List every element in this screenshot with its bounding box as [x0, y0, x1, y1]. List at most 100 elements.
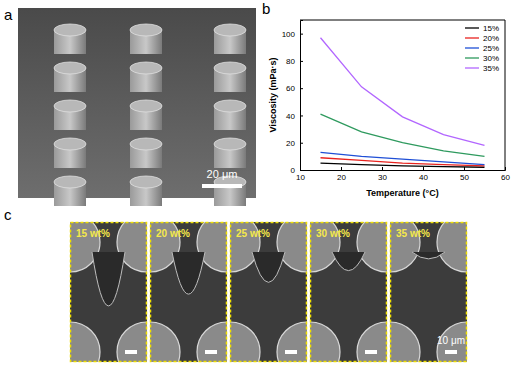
- x-axis: 10 20 30 40 50 60: [296, 167, 510, 182]
- pillar: [437, 222, 467, 272]
- legend-label: 35%: [483, 64, 499, 73]
- pillar-top: [214, 138, 246, 150]
- y-tick-label: 20: [286, 139, 295, 148]
- panel-label: c: [4, 206, 12, 223]
- frame-top: [300, 20, 505, 21]
- y-tick: 80: [286, 57, 303, 66]
- y-tick-label: 0: [291, 166, 296, 175]
- pillar-top: [130, 176, 162, 188]
- pillar-top: [130, 24, 162, 36]
- x-tick: 50: [460, 167, 469, 182]
- x-tick-label: 40: [419, 173, 428, 182]
- series-line: [321, 114, 485, 156]
- image-label: 25 wt%: [236, 228, 270, 239]
- y-tick: 0: [291, 166, 303, 175]
- x-tick-label: 30: [378, 173, 387, 182]
- figure: a 20 μm b 10 20 30 40 50 60 0 20 40 60 80 100 Temperatu…: [0, 0, 517, 367]
- scale-bar: [285, 350, 297, 354]
- pillar: [70, 322, 100, 362]
- pillar: [310, 322, 340, 362]
- y-tick: 60: [286, 84, 303, 93]
- y-tick: 20: [286, 139, 303, 148]
- sem-image-a: 20 μm: [18, 8, 256, 206]
- pillar-top: [130, 62, 162, 74]
- image-frame: [311, 223, 387, 362]
- panel-label: b: [262, 0, 270, 17]
- pillar: [357, 322, 387, 362]
- legend: 15%20%25%30%35%: [465, 24, 499, 73]
- y-axis-title: Viscosity (mPa·s): [268, 58, 278, 133]
- legend-swatch: [465, 47, 479, 48]
- x-tick-mark: [341, 167, 342, 170]
- scale-bar-label: 10 μm: [437, 335, 465, 346]
- y-axis: 0 20 40 60 80 100: [282, 21, 303, 176]
- image-frame: [231, 223, 307, 362]
- pillar: [437, 322, 467, 362]
- y-tick-label: 100: [282, 30, 296, 39]
- meniscus: [412, 252, 445, 259]
- image-frame: [71, 223, 147, 362]
- image-label: 35 wt%: [396, 228, 430, 239]
- image-label: 20 wt%: [156, 228, 190, 239]
- frame-right: [505, 20, 506, 170]
- y-tick-mark: [300, 170, 303, 171]
- x-tick-label: 20: [337, 173, 346, 182]
- pillar-top: [54, 62, 86, 74]
- panel-label: a: [4, 6, 13, 23]
- meniscus: [172, 252, 205, 294]
- pillar-top: [130, 100, 162, 112]
- x-axis-title: Temperature (°C): [366, 188, 438, 198]
- x-tick-label: 10: [296, 173, 305, 182]
- y-tick-mark: [300, 143, 303, 144]
- pillar-top: [214, 24, 246, 36]
- y-tick-mark: [300, 115, 303, 116]
- pillar: [197, 322, 227, 362]
- pillar-top: [214, 62, 246, 74]
- legend-swatch: [465, 67, 479, 68]
- y-axis-line: [301, 21, 304, 171]
- pillar: [357, 222, 387, 272]
- pillar: [390, 322, 420, 362]
- legend-swatch: [465, 27, 479, 28]
- y-tick-label: 80: [286, 57, 295, 66]
- y-tick-label: 40: [286, 112, 295, 121]
- pillar-top: [54, 100, 86, 112]
- legend-label: 20%: [483, 34, 499, 43]
- scale-bar: [445, 350, 457, 354]
- scale-bar: [125, 350, 137, 354]
- meniscus: [332, 252, 365, 271]
- y-tick-label: 60: [286, 84, 295, 93]
- plot-area: [321, 38, 485, 168]
- x-tick: 60: [501, 167, 510, 182]
- y-tick: 40: [286, 112, 303, 121]
- image-label: 30 wt%: [316, 228, 350, 239]
- scale-bar: [205, 350, 217, 354]
- y-tick: 100: [282, 30, 303, 39]
- x-tick-mark: [423, 167, 424, 170]
- pillar-top: [130, 138, 162, 150]
- y-tick-mark: [300, 88, 303, 89]
- image-background: [18, 8, 256, 198]
- pillar-top: [54, 176, 86, 188]
- legend-label: 25%: [483, 44, 499, 53]
- pillar: [150, 322, 180, 362]
- pillar-top: [54, 138, 86, 150]
- image-frame: [151, 223, 227, 362]
- meniscus: [252, 252, 285, 282]
- pillar-top: [54, 24, 86, 36]
- pillar: [277, 322, 307, 362]
- scale-bar: [202, 184, 242, 188]
- legend-swatch: [465, 37, 479, 38]
- meniscus: [92, 252, 125, 306]
- scale-bar: [365, 350, 377, 354]
- x-tick-mark: [382, 167, 383, 170]
- scale-bar-label: 20 μm: [207, 168, 238, 180]
- sem-image-c: 35 wt% 10 μm: [360, 212, 497, 367]
- series-line: [321, 38, 485, 146]
- pillar: [230, 322, 260, 362]
- image-label: 15 wt%: [76, 228, 110, 239]
- legend-swatch: [465, 57, 479, 58]
- x-tick-label: 60: [501, 173, 510, 182]
- x-tick: 30: [378, 167, 387, 182]
- legend-label: 15%: [483, 24, 499, 33]
